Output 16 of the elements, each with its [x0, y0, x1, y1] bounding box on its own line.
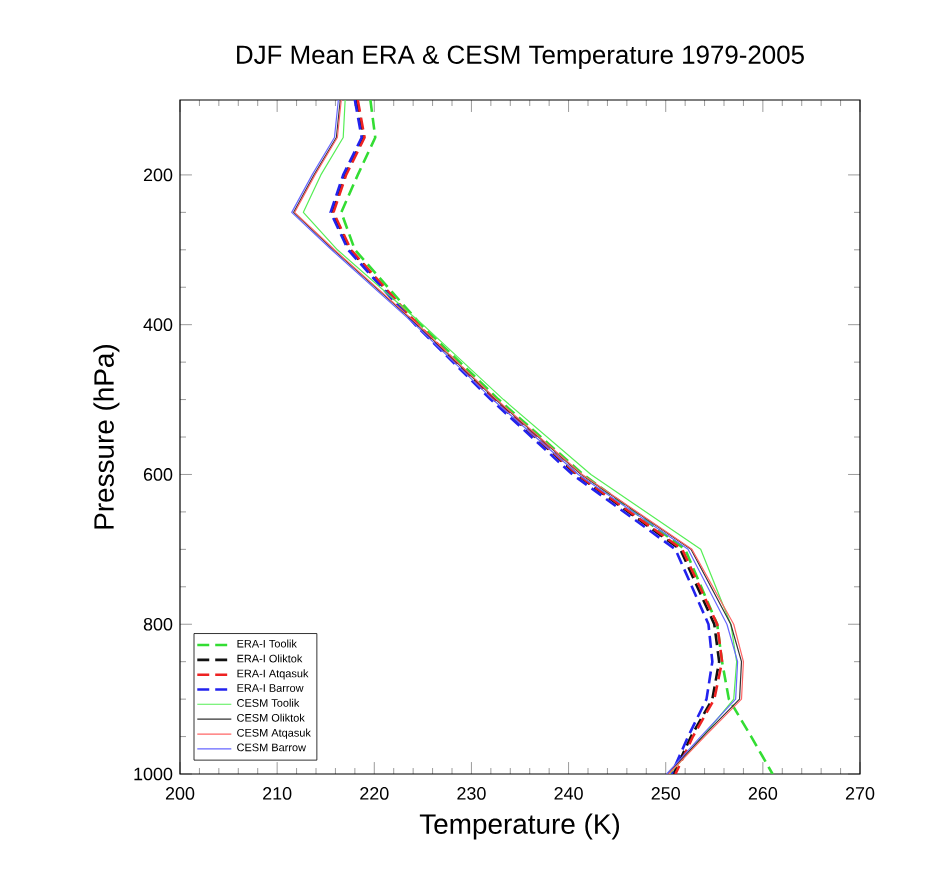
y-axis-title: Pressure (hPa): [93, 344, 120, 529]
x-tick-label: 230: [457, 787, 486, 800]
x-tick-label: 240: [554, 787, 583, 800]
x-tick-label: 270: [845, 787, 875, 800]
x-tick-label: 260: [748, 787, 778, 800]
x-tick-label: 200: [165, 787, 195, 800]
x-tick-label: 220: [360, 787, 389, 800]
x-axis-title: Temperature (K): [419, 813, 620, 840]
chart-title: DJF Mean ERA & CESM Temperature 1979-2005: [237, 45, 804, 70]
y-tick-label: 200: [143, 168, 173, 182]
x-tick-label: 210: [263, 787, 292, 800]
x-tick-label: 250: [651, 787, 680, 800]
y-tick-label: 400: [143, 318, 173, 332]
y-tick-label: 1000: [134, 767, 173, 781]
y-tick-label: 800: [143, 617, 173, 631]
y-tick-label: 600: [143, 468, 173, 481]
